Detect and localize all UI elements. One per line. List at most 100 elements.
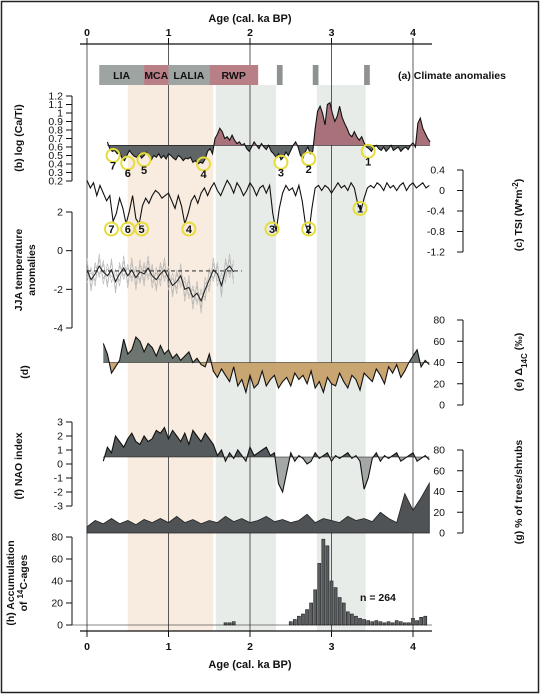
y-tick-label-c: -1.2 (427, 247, 445, 259)
top-age-tick-label: 3 (329, 27, 335, 39)
ca-ti-event-circle-4 (196, 156, 212, 172)
y-tick-label-e: 20 (433, 378, 445, 390)
nao-negative-area (103, 457, 430, 492)
tsi-event-circle-1 (352, 200, 368, 216)
y-tick-label-f: -2 (54, 487, 63, 499)
panel-label-e: (e) Δ14C (‰) (513, 333, 529, 391)
tsi-event-circle-7 (103, 221, 119, 237)
y-tick-label-f: 2 (57, 431, 63, 443)
anomaly-label-mca: MCA (144, 70, 168, 82)
y-axis-g: 80 60 40 20 0 (433, 445, 464, 540)
anomaly-mca (144, 65, 169, 85)
accumulation-bar (227, 622, 232, 626)
age-axes: 0 0 1 1 2 2 3 3 4 4 Age (cal. ka BP) Age (cal. ka B… (80, 13, 432, 671)
y-tick-label-f: -1 (54, 473, 63, 485)
ca-ti-event-label-1: 1 (365, 156, 371, 168)
tsi-event-label-6: 6 (125, 224, 131, 236)
y-tick-label-h: 60 (51, 554, 63, 566)
ca-ti-event-circle-1 (360, 143, 376, 159)
y-tick-label-b: 0.8 (48, 125, 63, 137)
accumulation-bar (394, 620, 399, 626)
accumulation-bar (321, 538, 326, 626)
tsi-line (86, 179, 430, 235)
accumulation-bar (341, 602, 346, 626)
y-tick-label-f: 0 (57, 459, 63, 471)
tsi-event-label-3: 3 (269, 224, 275, 236)
y-tick-label-f: 3 (57, 417, 63, 429)
y-tick-label-f: 1 (57, 445, 63, 457)
panel-label-b: (b) log (Ca/Ti) (13, 104, 25, 171)
ca-ti-event-circle-3 (273, 154, 289, 170)
accumulation-bar (390, 622, 395, 626)
delta14c-negative-area (103, 362, 430, 393)
ca-ti-event-label-4: 4 (200, 169, 207, 181)
tsi-event-label-7: 7 (108, 224, 114, 236)
accumulation-bar (317, 563, 322, 626)
y-tick-label-d: -2 (54, 284, 63, 296)
y-tick-label-b: 0.3 (48, 167, 63, 179)
temperature-ensemble-line (86, 253, 234, 314)
y-tick-label-g: 60 (433, 465, 445, 477)
accumulation-bar (370, 621, 375, 626)
trees-shrubs-area (86, 481, 430, 534)
y-tick-label-h: 40 (51, 576, 63, 588)
y-tick-label-f: -3 (54, 501, 63, 513)
accumulation-bar (309, 602, 313, 626)
y-tick-label-h: 80 (51, 532, 63, 544)
accumulation-bar (337, 597, 342, 626)
panel-label-a: (a) Climate anomalies (398, 70, 506, 82)
anomaly-lalia (168, 65, 210, 85)
ca-ti-event-circle-7 (105, 148, 121, 163)
accumulation-bar (403, 622, 407, 626)
tsi-event-label-4: 4 (186, 224, 193, 236)
y-tick-label-b: 0.5 (48, 150, 63, 162)
y-tick-label-g: 80 (433, 445, 445, 457)
ca-ti-event-label-2: 2 (306, 164, 312, 176)
y-tick-label-g: 20 (433, 507, 445, 519)
accumulation-bar (350, 613, 354, 626)
ca-ti-event-label-3: 3 (278, 167, 284, 179)
y-tick-label-b: 1.1 (48, 99, 63, 111)
bottom-age-tick-label: 0 (84, 641, 90, 653)
bottom-age-tick-label: 3 (329, 641, 335, 653)
climate-anomalies-track: LIA MCA LALIA RWP (a) Climate anomalies (99, 65, 506, 85)
y-tick-label-d: 2 (57, 207, 63, 219)
panel-label-d-prefix: (d) (19, 365, 31, 378)
anomaly-event-7 (364, 65, 370, 85)
y-axis-c: 0.4 0 -0.4 -0.8 -1.2 (427, 165, 464, 259)
anomaly-event-6 (312, 65, 319, 85)
ca-ti-event-label-6: 6 (125, 168, 131, 180)
y-tick-label-d: -4 (54, 323, 63, 335)
accumulation-bar (354, 615, 358, 626)
delta14c-line (102, 335, 430, 395)
ca-ti-event-circle-5 (136, 152, 152, 168)
top-age-tick-label: 1 (166, 27, 172, 39)
accumulation-bar (407, 622, 411, 626)
accumulation-bar (358, 618, 362, 626)
ca-ti-negative-area (108, 145, 416, 164)
tsi-event-circle-4 (181, 221, 197, 237)
sample-count-label: n = 264 (360, 592, 396, 604)
y-tick-label-c: -0.4 (427, 206, 445, 218)
accumulation-bar (288, 621, 293, 626)
tsi-event-circle-2 (301, 221, 317, 237)
y-tick-label-h: 20 (51, 598, 63, 610)
accumulation-bar (223, 622, 228, 626)
top-age-axis-title: Age (cal. ka BP) (208, 13, 291, 25)
accumulation-bar (382, 622, 387, 626)
accumulation-bar (292, 619, 297, 626)
y-tick-label-b: 0.2 (48, 176, 63, 188)
y-tick-label-b: 0.4 (48, 159, 63, 171)
y-tick-label-b: 1.2 (48, 91, 63, 103)
y-tick-label-b: 1 (57, 108, 63, 120)
panel-label-c: (c) TSI (W*m-2) (511, 179, 526, 251)
accumulation-bar (386, 621, 391, 626)
panel-label-h: (h) Accumulationof 14C-ages (5, 540, 30, 625)
accumulation-bar (419, 616, 423, 626)
tsi-event-label-2: 2 (306, 224, 312, 236)
top-age-tick-label: 0 (84, 27, 90, 39)
y-tick-label-e: 80 (433, 315, 445, 327)
y-axis-h: 0 20 40 60 80 (51, 532, 73, 632)
temperature-mean-line (86, 265, 235, 303)
